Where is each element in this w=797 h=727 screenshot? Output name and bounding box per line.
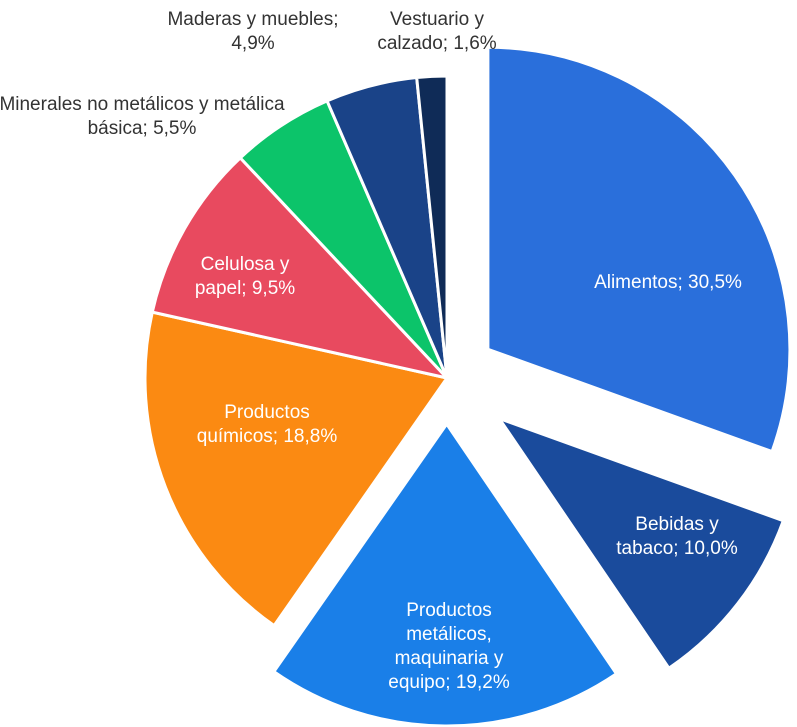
slice-label: Productos químicos; 18,8% [196,402,338,447]
slice-label: Alimentos; 30,5% [594,272,742,293]
pie-slice [150,155,452,381]
pie-slice [143,310,450,628]
slice-label: Maderas y muebles; 4,9% [167,9,339,54]
slice-label: Productos metálicos, maquinaria y equipo… [388,600,510,693]
pie-slice [271,421,619,727]
pie-slice [415,74,449,379]
pie-slice [486,45,792,454]
slice-label: Celulosa y papel; 9,5% [194,254,296,299]
pie-slice [495,415,786,671]
slice-label: Bebidas y tabaco; 10,0% [616,514,738,559]
slice-label: Vestuario y calzado; 1,6% [377,9,497,54]
slice-label: Minerales no metálicos y metálica básica… [0,94,285,139]
